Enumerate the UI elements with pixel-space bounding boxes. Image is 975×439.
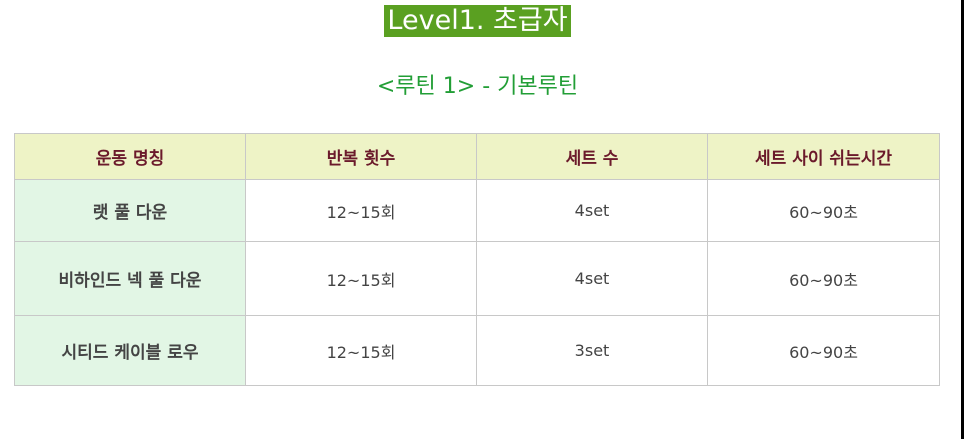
header-reps: 반복 횟수 (245, 133, 477, 180)
header-sets: 세트 수 (476, 133, 708, 180)
page-right-border (961, 0, 964, 439)
reps-cell: 12~15회 (245, 179, 477, 242)
header-exercise-name: 운동 명칭 (14, 133, 246, 180)
exercise-name-cell: 시티드 케이블 로우 (14, 315, 246, 386)
exercise-name-cell: 랫 풀 다운 (14, 179, 246, 242)
table-row: 비하인드 넥 풀 다운 12~15회 4set 60~90초 (14, 241, 940, 316)
exercise-name-cell: 비하인드 넥 풀 다운 (14, 241, 246, 316)
header-rest-time: 세트 사이 쉬는시간 (707, 133, 940, 180)
table-row: 시티드 케이블 로우 12~15회 3set 60~90초 (14, 315, 940, 386)
reps-cell: 12~15회 (245, 315, 477, 386)
page-title: Level1. 초급자 (384, 5, 571, 37)
reps-cell: 12~15회 (245, 241, 477, 316)
sets-cell: 4set (476, 179, 708, 242)
routine-subtitle: <루틴 1> - 기본루틴 (376, 74, 579, 99)
rest-time-cell: 60~90초 (707, 179, 940, 242)
sets-cell: 4set (476, 241, 708, 316)
table-row: 랫 풀 다운 12~15회 4set 60~90초 (14, 179, 940, 242)
sets-cell: 3set (476, 315, 708, 386)
routine-table: 운동 명칭 반복 횟수 세트 수 세트 사이 쉬는시간 랫 풀 다운 12~15… (14, 133, 940, 386)
title-container: Level1. 초급자 (0, 5, 955, 37)
table-header-row: 운동 명칭 반복 횟수 세트 수 세트 사이 쉬는시간 (14, 133, 940, 180)
rest-time-cell: 60~90초 (707, 241, 940, 316)
rest-time-cell: 60~90초 (707, 315, 940, 386)
